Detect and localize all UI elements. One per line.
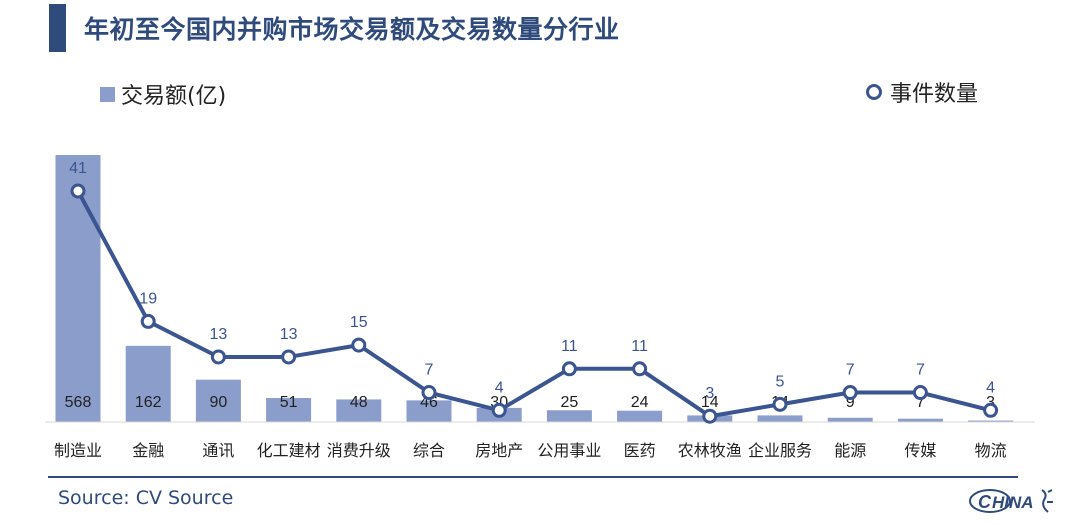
bar [55,155,101,422]
china-logo: C HINA [969,489,1053,513]
line-point [983,402,999,418]
x-tick-label: 房地产 [475,441,523,460]
bar-value-label: 9 [846,394,855,411]
bar-value-label: 568 [65,394,92,411]
legend-line-marker [866,84,882,100]
line-point [140,313,156,329]
legend-item-bar: 交易额(亿) [100,78,226,110]
line-value-label: 7 [425,362,434,379]
line-value-label: 15 [350,314,368,331]
line-point [70,183,86,199]
line-point [351,337,367,353]
x-tick-label: 制造业 [54,441,102,460]
bar-value-label: 24 [631,394,649,411]
x-tick-label: 能源 [834,441,866,460]
bar [617,410,663,422]
x-tick-label: 金融 [132,441,164,460]
bar [266,398,312,422]
line-value-label: 7 [846,362,855,379]
svg-text:C: C [978,492,992,512]
legend-bar-swatch [100,86,115,102]
line-value-label: 4 [986,379,995,396]
line-point [772,396,788,412]
line-point [210,349,226,365]
legend-item-line: 事件数量 [866,76,978,108]
chart-title: 年初至今国内并购市场交易额及交易数量分行业 [84,15,620,44]
bar [968,420,1014,422]
x-tick-label: 医药 [624,441,656,460]
line-point [842,385,858,401]
x-tick-label: 农林牧渔 [678,441,742,460]
line-value-label: 5 [776,373,785,390]
bar [827,417,873,422]
line-value-label: 11 [631,338,648,355]
bar [406,400,452,422]
x-tick-label: 企业服务 [748,441,812,460]
svg-text:HINA: HINA [992,493,1034,512]
legend-line-label: 事件数量 [890,82,979,107]
bar-value-label: 7 [916,394,925,411]
bar [336,399,382,422]
x-tick-label: 消费升级 [327,441,391,460]
x-tick-label: 公用事业 [537,441,601,460]
legend-bar-label: 交易额(亿) [121,84,227,109]
bar-value-label: 162 [135,394,162,411]
title-accent-bar [49,4,66,52]
source-note: Source: CV Source [58,487,234,509]
x-tick-label: 传媒 [904,441,936,460]
line-value-label: 19 [139,290,157,307]
bar [897,418,943,422]
bar-value-labels: 568162905148463025241414973 [65,394,995,411]
bar [195,379,241,422]
line-point [491,402,507,418]
bar-series [55,155,1014,422]
bar-value-label: 48 [350,394,368,411]
line-value-label: 4 [495,379,504,396]
line-value-label: 7 [916,362,925,379]
x-tick-label: 物流 [975,441,1007,460]
bar-value-label: 90 [210,394,228,411]
line-point [702,408,718,424]
bar [757,415,803,422]
line-point [912,385,928,401]
line-series [70,183,999,424]
line-value-label: 3 [705,385,714,402]
x-tick-label: 化工建材 [257,441,321,460]
x-tick-label: 通讯 [202,441,234,460]
line-value-labels: 41 19 13 13 15 7 4 11 11 3 5 7 7 4 [69,160,995,402]
line-value-label: 13 [280,326,298,343]
line-value-label: 41 [69,160,87,177]
bar [125,345,171,422]
bar-value-label: 14 [701,394,719,411]
line-point [281,349,297,365]
line-point [561,361,577,377]
bar-value-label: 51 [280,394,298,411]
series-line [76,190,992,419]
x-tick-label: 综合 [413,441,445,460]
line-point [421,385,437,401]
line-point [632,361,648,377]
bar-value-label: 3 [986,394,995,411]
line-value-label: 13 [210,326,228,343]
bar [546,410,592,422]
bar-value-label: 25 [561,394,579,411]
line-value-label: 11 [561,338,578,355]
x-tick-labels: 制造业 金融 通讯 化工建材 消费升级 综合 房地产 公用事业 医药 农林牧渔 企业服务 能源 传媒 物流 [54,441,1007,460]
